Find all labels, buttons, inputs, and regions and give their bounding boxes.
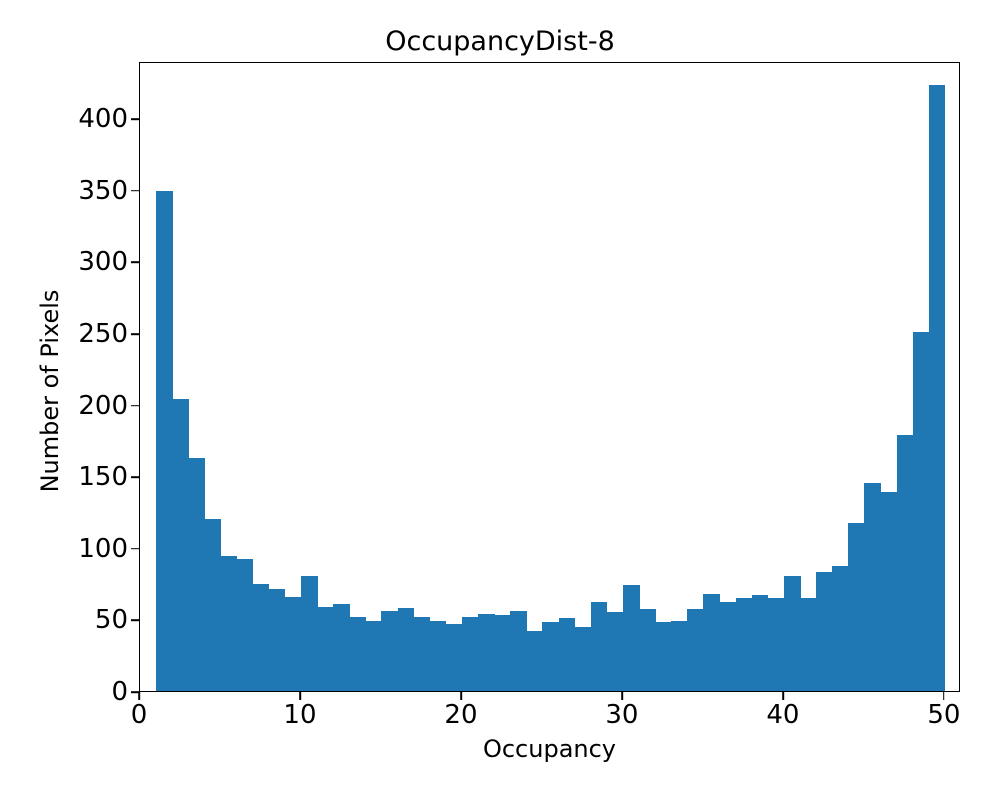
- histogram-bar: [655, 622, 672, 691]
- histogram-bar: [365, 620, 383, 691]
- histogram-bar: [429, 620, 447, 691]
- histogram-bar: [912, 331, 930, 691]
- histogram-bar: [542, 622, 560, 691]
- histogram-bar: [526, 630, 544, 691]
- histogram-bar: [284, 596, 302, 691]
- histogram-bar: [461, 616, 479, 691]
- histogram-bar: [719, 602, 737, 691]
- y-axis-tick-mark: [131, 404, 139, 407]
- y-axis-tick-mark: [131, 691, 139, 693]
- histogram-bar: [397, 607, 415, 691]
- histogram-bar: [848, 523, 865, 691]
- histogram-bar: [156, 191, 173, 691]
- x-axis-tick-mark: [621, 692, 623, 700]
- histogram-bar: [381, 610, 399, 691]
- histogram-bar: [896, 434, 914, 691]
- histogram-bar: [590, 602, 608, 691]
- x-axis-tick-label: 0: [130, 700, 148, 730]
- histogram-bar: [767, 597, 785, 691]
- plot-area: [139, 62, 960, 692]
- x-axis-tick-mark: [460, 692, 462, 700]
- y-axis-tick-label: 150: [78, 462, 128, 493]
- y-axis-tick-mark: [131, 619, 139, 622]
- x-axis-tick-mark: [299, 692, 301, 700]
- histogram-bar: [606, 612, 624, 691]
- histogram-bar: [639, 609, 656, 691]
- histogram-bar: [317, 606, 334, 691]
- x-axis-tick-mark: [782, 692, 784, 700]
- histogram-bar: [478, 613, 495, 691]
- x-axis-tick-mark: [943, 692, 945, 700]
- histogram-bar: [510, 610, 527, 691]
- y-axis-tick-label: 350: [78, 175, 128, 206]
- x-axis-tick-label: 40: [766, 700, 800, 730]
- y-axis-tick-labels: 0 50 100 150 200 250 300 350 400: [50, 62, 128, 707]
- x-axis-tick-label: 20: [444, 700, 478, 730]
- histogram-bar: [574, 626, 592, 691]
- histogram-bar: [349, 616, 366, 691]
- x-axis-tick-label: 10: [283, 700, 317, 730]
- y-axis-tick-mark: [131, 476, 139, 479]
- histogram-bars: [140, 63, 959, 691]
- y-axis-tick-mark: [131, 261, 139, 264]
- y-axis-tick-mark: [131, 333, 139, 335]
- histogram-bar: [204, 519, 222, 691]
- histogram-bar: [300, 576, 318, 691]
- histogram-bar: [558, 617, 576, 691]
- histogram-bar: [413, 616, 431, 691]
- y-axis-tick-mark: [131, 548, 139, 550]
- x-axis-tick-mark: [138, 692, 140, 700]
- histogram-bar: [671, 620, 688, 691]
- y-axis-tick-label: 250: [78, 319, 128, 350]
- histogram-bar: [494, 615, 511, 691]
- x-axis-tick-labels: 0 10 20 30 40 50: [131, 700, 961, 740]
- histogram-bar: [800, 597, 817, 691]
- y-axis-tick-label: 50: [94, 605, 128, 636]
- histogram-bar: [252, 583, 270, 691]
- histogram-bar: [445, 623, 463, 691]
- histogram-bar: [268, 589, 286, 691]
- histogram-bar: [816, 572, 833, 691]
- histogram-bar: [928, 85, 946, 691]
- x-axis-tick-label: 30: [605, 700, 639, 730]
- y-axis-tick-label: 300: [78, 247, 128, 278]
- y-axis-tick-label: 100: [78, 533, 128, 564]
- x-axis-tick-label: 50: [927, 700, 961, 730]
- y-axis-tick-label: 200: [78, 390, 128, 421]
- histogram-bar: [783, 576, 801, 691]
- y-axis-tick-mark: [131, 190, 139, 192]
- histogram-bar: [751, 595, 769, 691]
- histogram-bar: [832, 566, 849, 691]
- histogram-bar: [864, 483, 882, 691]
- histogram-bar: [687, 609, 705, 691]
- y-axis-tick-label: 400: [78, 104, 128, 135]
- chart-title: OccupancyDist-8: [385, 26, 615, 57]
- histogram-bar: [880, 491, 898, 691]
- y-axis-tick-mark: [131, 118, 139, 121]
- x-axis-label: Occupancy: [482, 735, 617, 763]
- histogram-bar: [333, 603, 350, 691]
- histogram-bar: [703, 593, 721, 691]
- histogram-bar: [735, 597, 753, 691]
- histogram-bar: [220, 556, 238, 691]
- histogram-bar: [172, 398, 189, 691]
- histogram-bar: [622, 585, 640, 691]
- histogram-bar: [236, 559, 254, 691]
- y-axis-tick-label: 0: [111, 677, 128, 707]
- histogram-bar: [188, 457, 205, 691]
